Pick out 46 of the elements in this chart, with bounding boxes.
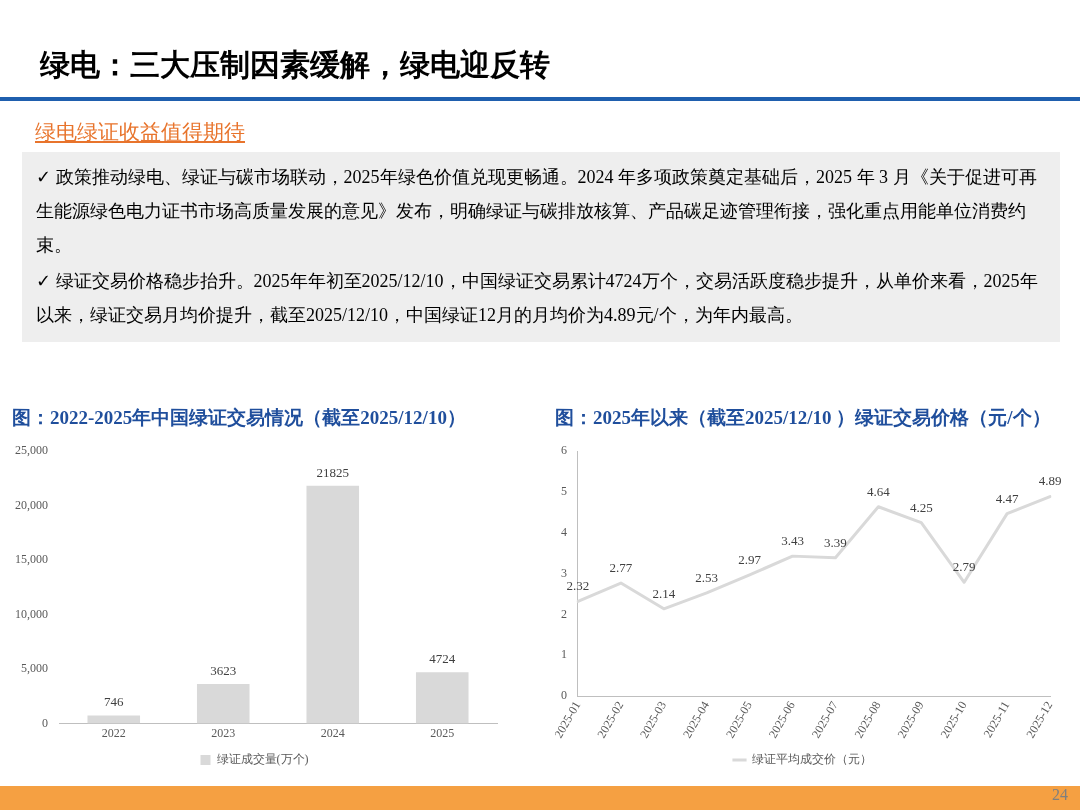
bar <box>87 715 141 724</box>
x-tick-label: 2022 <box>101 725 126 740</box>
text: 绿电：三大压制因素缓解，绿电迎反转 <box>40 47 550 83</box>
text: ✓ 绿证交易价格稳步抬升。2025年年初至2025/12/10，中国绿证交易累计4724万个，交易活跃度稳步提升，从单价来看，2025年以来，绿证交易月均价提升，截至2025/12/10，中国绿证12月的月均价为4.89元/个，为年内最高。 <box>36 270 1039 327</box>
legend-label: 绿证平均成交价（元） <box>751 752 872 767</box>
data-label: 2.53 <box>695 569 719 585</box>
y-tick-label: 1 <box>561 647 567 662</box>
y-tick-label: 4 <box>561 525 567 540</box>
data-label: 2.79 <box>952 559 976 575</box>
y-tick-label: 0 <box>42 715 48 730</box>
y-tick-label: 5 <box>561 484 567 499</box>
text: 24 <box>1052 786 1068 804</box>
data-label: 3623 <box>210 663 237 679</box>
data-label: 746 <box>104 694 124 710</box>
data-label: 4.64 <box>866 483 891 499</box>
bar <box>415 672 469 724</box>
text: 绿电绿证收益值得期待 <box>35 119 245 146</box>
data-label: 2.97 <box>738 551 762 567</box>
y-tick-label: 10,000 <box>15 606 48 621</box>
y-tick-label: 15,000 <box>15 552 48 567</box>
data-label: 4724 <box>429 651 456 667</box>
x-tick-label: 2023 <box>211 725 236 740</box>
y-tick-label: 3 <box>561 565 567 580</box>
data-label: 4.89 <box>1038 473 1062 489</box>
x-tick-label: 2024 <box>320 725 345 740</box>
y-tick-label: 0 <box>561 688 567 703</box>
data-label: 2.77 <box>609 559 633 575</box>
legend-label: 绿证成交量(万个) <box>216 752 309 767</box>
y-tick-label: 6 <box>561 443 567 458</box>
text: ✓ 政策推动绿电、绿证与碳市场联动，2025年绿色价值兑现更畅通。2024 年多项政策奠定基础后，2025 年 3 月《关于促进可再生能源绿色电力证书市场高质量发展的意见》发布，明确绿证与碳排放核算、产品碳足迹管理衔接，强化重点用能单位消费约束。 <box>36 166 1038 257</box>
bar <box>196 684 250 724</box>
data-label: 3.39 <box>824 534 847 550</box>
data-label: 3.43 <box>781 533 804 549</box>
data-label: 4.47 <box>995 490 1019 506</box>
y-tick-label: 2 <box>561 606 567 621</box>
y-tick-label: 20,000 <box>15 497 48 512</box>
data-label: 21825 <box>316 464 349 480</box>
chart-title: 图：2025年以来（截至2025/12/10 ）绿证交易价格（元/个） <box>555 406 1052 430</box>
x-tick-label: 2025 <box>430 725 455 740</box>
data-label: 4.25 <box>909 499 933 515</box>
chart-title: 图：2022-2025年中国绿证交易情况（截至2025/12/10） <box>12 406 467 430</box>
y-tick-label: 25,000 <box>15 443 48 458</box>
y-tick-label: 5,000 <box>21 661 48 676</box>
bar <box>306 485 360 724</box>
data-label: 2.14 <box>652 585 676 601</box>
data-label: 2.32 <box>566 578 590 594</box>
